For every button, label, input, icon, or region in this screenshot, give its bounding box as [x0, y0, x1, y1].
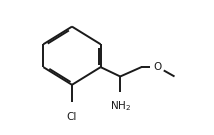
Text: O: O [154, 62, 162, 72]
Text: Cl: Cl [67, 112, 77, 122]
Text: NH$_2$: NH$_2$ [110, 99, 131, 113]
